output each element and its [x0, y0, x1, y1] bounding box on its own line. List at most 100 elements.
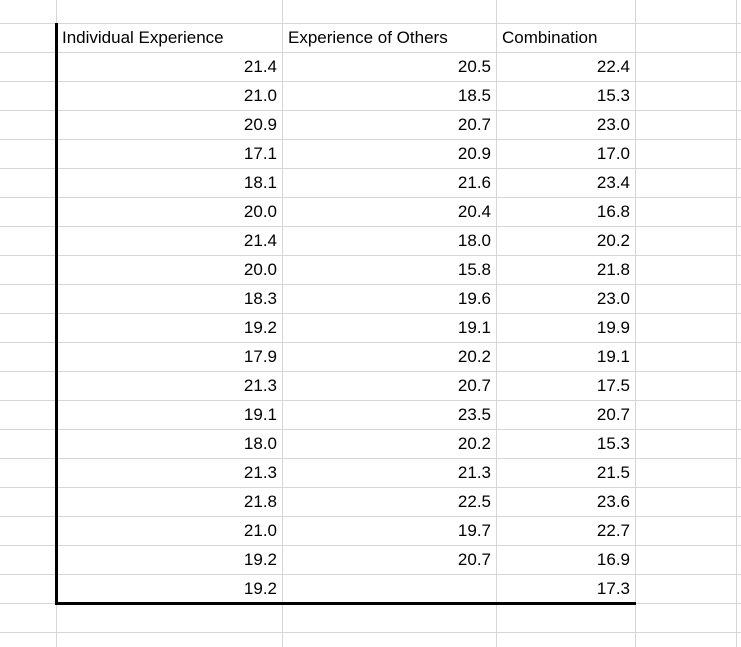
cell-combination[interactable]: 23.0 — [497, 285, 636, 314]
cell-experience-of-others[interactable]: 23.5 — [283, 401, 497, 430]
cell[interactable] — [636, 517, 737, 546]
cell-combination[interactable]: 22.7 — [497, 517, 636, 546]
cell-individual-experience[interactable]: 20.0 — [57, 198, 283, 227]
cell[interactable] — [636, 633, 737, 647]
cell[interactable] — [0, 0, 57, 24]
cell-combination[interactable]: 19.9 — [497, 314, 636, 343]
cell-individual-experience[interactable]: 21.8 — [57, 488, 283, 517]
cell-individual-experience[interactable]: 21.4 — [57, 227, 283, 256]
cell[interactable] — [0, 285, 57, 314]
cell[interactable] — [636, 314, 737, 343]
cell[interactable] — [0, 53, 57, 82]
cell[interactable] — [0, 198, 57, 227]
cell-experience-of-others[interactable]: 15.8 — [283, 256, 497, 285]
cell[interactable] — [636, 343, 737, 372]
cell-combination[interactable]: 20.7 — [497, 401, 636, 430]
cell-individual-experience[interactable]: 19.2 — [57, 546, 283, 575]
cell-combination[interactable]: 23.0 — [497, 111, 636, 140]
cell[interactable] — [636, 140, 737, 169]
cell[interactable] — [636, 546, 737, 575]
cell[interactable] — [636, 459, 737, 488]
cell-combination[interactable]: 17.5 — [497, 372, 636, 401]
cell[interactable] — [57, 0, 283, 24]
cell[interactable] — [0, 488, 57, 517]
cell[interactable] — [497, 0, 636, 24]
cell-individual-experience[interactable]: 17.1 — [57, 140, 283, 169]
cell[interactable] — [283, 0, 497, 24]
cell-combination[interactable]: 21.5 — [497, 459, 636, 488]
cell[interactable] — [636, 227, 737, 256]
cell-experience-of-others[interactable]: 20.7 — [283, 372, 497, 401]
cell[interactable] — [636, 82, 737, 111]
cell-combination[interactable]: 17.3 — [497, 575, 636, 604]
cell[interactable] — [497, 604, 636, 633]
cell[interactable] — [636, 604, 737, 633]
cell[interactable] — [636, 488, 737, 517]
cell[interactable] — [636, 430, 737, 459]
cell[interactable] — [57, 604, 283, 633]
cell[interactable] — [636, 401, 737, 430]
cell-individual-experience[interactable]: 19.2 — [57, 575, 283, 604]
cell[interactable] — [0, 430, 57, 459]
cell-experience-of-others[interactable]: 20.2 — [283, 343, 497, 372]
header-cell-experience-of-others[interactable]: Experience of Others — [283, 24, 497, 53]
cell[interactable] — [0, 575, 57, 604]
cell[interactable] — [0, 372, 57, 401]
cell-combination[interactable]: 23.4 — [497, 169, 636, 198]
cell[interactable] — [0, 604, 57, 633]
cell-individual-experience[interactable]: 21.0 — [57, 517, 283, 546]
cell[interactable] — [0, 227, 57, 256]
cell-individual-experience[interactable]: 19.1 — [57, 401, 283, 430]
cell[interactable] — [636, 256, 737, 285]
cell-combination[interactable]: 16.8 — [497, 198, 636, 227]
cell-combination[interactable]: 15.3 — [497, 430, 636, 459]
cell-experience-of-others[interactable]: 20.4 — [283, 198, 497, 227]
cell[interactable] — [636, 24, 737, 53]
cell-combination[interactable]: 16.9 — [497, 546, 636, 575]
cell[interactable] — [636, 372, 737, 401]
cell-experience-of-others[interactable]: 18.0 — [283, 227, 497, 256]
cell[interactable] — [0, 401, 57, 430]
cell-experience-of-others[interactable]: 20.2 — [283, 430, 497, 459]
cell-individual-experience[interactable]: 18.1 — [57, 169, 283, 198]
cell-experience-of-others[interactable]: 20.9 — [283, 140, 497, 169]
cell[interactable] — [0, 111, 57, 140]
cell-experience-of-others[interactable]: 22.5 — [283, 488, 497, 517]
cell[interactable] — [636, 0, 737, 24]
cell[interactable] — [0, 169, 57, 198]
cell[interactable] — [636, 575, 737, 604]
cell-combination[interactable]: 19.1 — [497, 343, 636, 372]
cell[interactable] — [0, 517, 57, 546]
cell[interactable] — [0, 256, 57, 285]
cell[interactable] — [636, 285, 737, 314]
cell-combination[interactable]: 15.3 — [497, 82, 636, 111]
cell-individual-experience[interactable]: 21.3 — [57, 372, 283, 401]
cell-experience-of-others[interactable] — [283, 575, 497, 604]
cell-combination[interactable]: 21.8 — [497, 256, 636, 285]
cell[interactable] — [636, 169, 737, 198]
cell-individual-experience[interactable]: 17.9 — [57, 343, 283, 372]
cell-experience-of-others[interactable]: 21.3 — [283, 459, 497, 488]
cell-individual-experience[interactable]: 21.0 — [57, 82, 283, 111]
cell[interactable] — [636, 111, 737, 140]
cell-individual-experience[interactable]: 21.3 — [57, 459, 283, 488]
cell-experience-of-others[interactable]: 18.5 — [283, 82, 497, 111]
cell-experience-of-others[interactable]: 19.7 — [283, 517, 497, 546]
cell[interactable] — [57, 633, 283, 647]
cell-experience-of-others[interactable]: 20.5 — [283, 53, 497, 82]
cell[interactable] — [283, 633, 497, 647]
cell[interactable] — [0, 459, 57, 488]
cell-experience-of-others[interactable]: 19.1 — [283, 314, 497, 343]
cell-experience-of-others[interactable]: 19.6 — [283, 285, 497, 314]
cell-combination[interactable]: 17.0 — [497, 140, 636, 169]
cell[interactable] — [283, 604, 497, 633]
cell[interactable] — [636, 53, 737, 82]
header-cell-combination[interactable]: Combination — [497, 24, 636, 53]
header-cell-individual-experience[interactable]: Individual Experience — [57, 24, 283, 53]
cell[interactable] — [636, 198, 737, 227]
cell-individual-experience[interactable]: 18.3 — [57, 285, 283, 314]
cell[interactable] — [0, 140, 57, 169]
cell-combination[interactable]: 22.4 — [497, 53, 636, 82]
cell[interactable] — [0, 24, 57, 53]
cell-individual-experience[interactable]: 18.0 — [57, 430, 283, 459]
